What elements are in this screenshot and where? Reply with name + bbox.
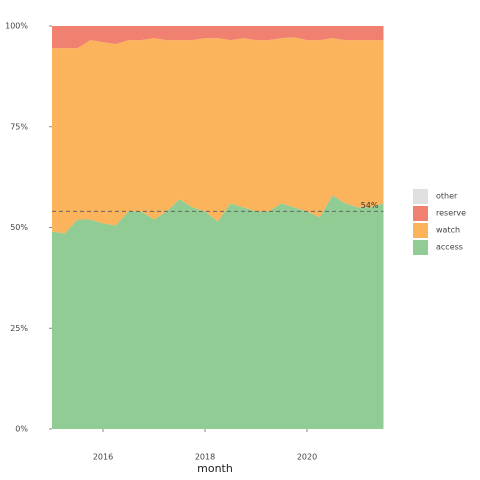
y-tick-label: 25%	[10, 324, 28, 333]
x-tick-label: 2018	[195, 453, 215, 462]
legend-swatch	[413, 189, 428, 204]
reference-label: 54%	[361, 201, 379, 210]
x-tick-label: 2020	[297, 453, 317, 462]
y-tick-label: 100%	[5, 22, 28, 31]
legend-label: access	[436, 243, 463, 252]
x-tick-label: 2016	[93, 453, 113, 462]
legend-label: other	[436, 192, 458, 201]
y-tick-label: 0%	[15, 425, 28, 434]
y-tick-label: 50%	[10, 223, 28, 232]
area	[52, 37, 384, 234]
legend-label: watch	[436, 226, 460, 235]
x-axis-label: month	[197, 462, 233, 475]
y-tick-label: 75%	[10, 122, 28, 131]
legend-swatch	[413, 240, 428, 255]
legend-swatch	[413, 206, 428, 221]
area	[52, 26, 384, 49]
legend-label: reserve	[436, 209, 466, 218]
legend-swatch	[413, 223, 428, 238]
area	[52, 195, 384, 429]
